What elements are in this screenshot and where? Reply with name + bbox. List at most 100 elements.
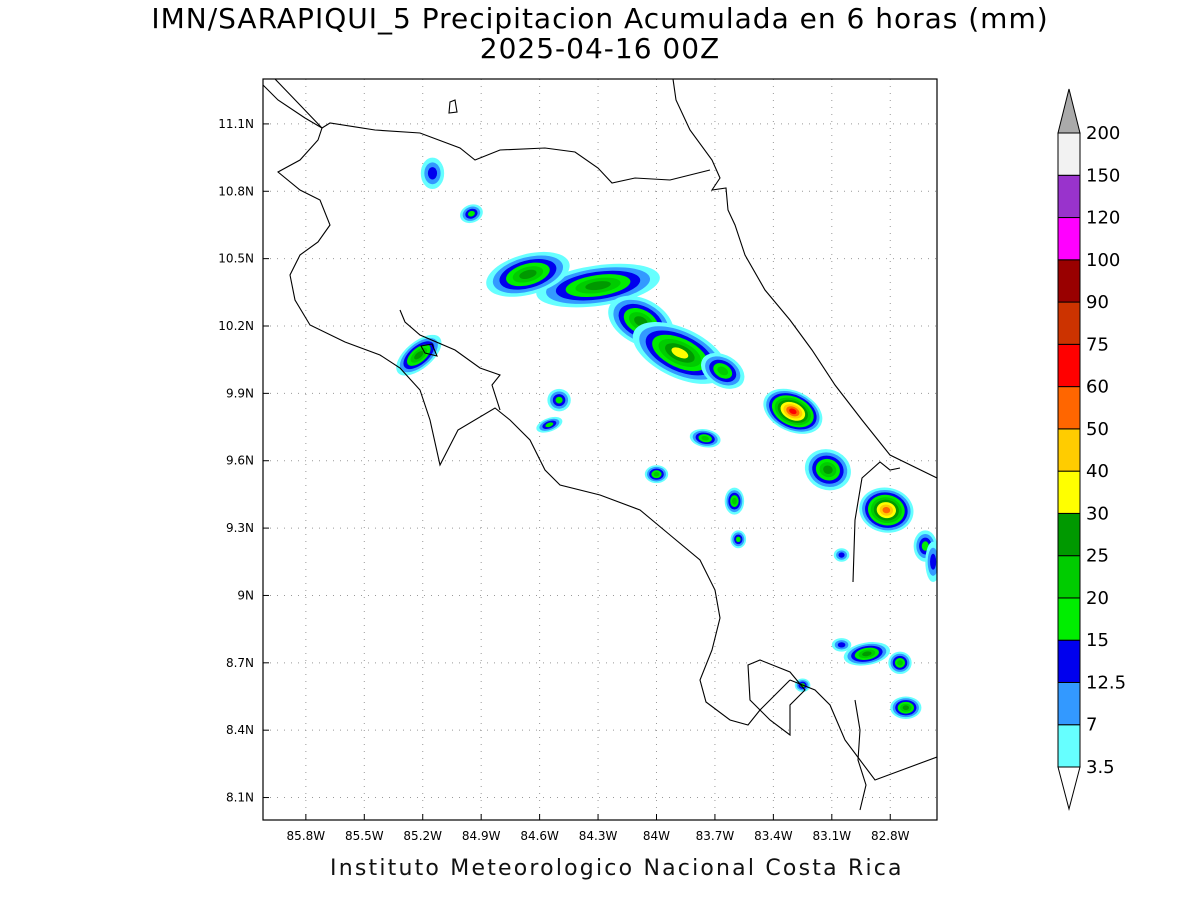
colorbar-swatch bbox=[1057, 428, 1081, 472]
precip-cell bbox=[420, 157, 445, 190]
colorbar-label: 25 bbox=[1086, 546, 1109, 567]
colorbar-swatch bbox=[1057, 555, 1081, 599]
golfito-coast bbox=[789, 679, 937, 781]
lat-tick-label: 8.4N bbox=[226, 723, 254, 737]
colorbar-swatch bbox=[1057, 724, 1081, 768]
osa-peninsula bbox=[747, 659, 806, 737]
colorbar-label: 40 bbox=[1086, 461, 1109, 482]
lat-tick-label: 9.9N bbox=[226, 386, 254, 400]
colorbar-swatch bbox=[1057, 301, 1081, 345]
nicaragua-coast-north bbox=[672, 79, 937, 479]
lon-tick-label: 84.6W bbox=[520, 829, 559, 843]
precip-contour bbox=[653, 471, 660, 477]
lon-tick-label: 85.5W bbox=[345, 829, 384, 843]
precip-cell bbox=[644, 465, 669, 484]
precip-contour bbox=[735, 536, 741, 543]
colorbar-swatch bbox=[1057, 259, 1081, 303]
pacific-coast-guanacaste bbox=[277, 127, 791, 726]
precip-cell bbox=[859, 487, 914, 533]
colorbar-swatch bbox=[1057, 343, 1081, 388]
precip-cell bbox=[890, 696, 922, 719]
colorbar-label: 75 bbox=[1086, 334, 1109, 355]
colorbar-label: 100 bbox=[1086, 250, 1120, 271]
lat-tick-label: 9.6N bbox=[226, 454, 254, 468]
precip-contour bbox=[897, 660, 903, 666]
colorbar-swatch bbox=[1057, 132, 1081, 176]
lon-tick-label: 83.7W bbox=[696, 829, 735, 843]
lat-tick-label: 8.7N bbox=[226, 656, 254, 670]
colorbar-label: 20 bbox=[1086, 588, 1109, 609]
precip-contour bbox=[701, 436, 709, 441]
precip-contour bbox=[585, 281, 611, 291]
map-valid-time: 2025-04-16 00Z bbox=[479, 32, 721, 65]
lon-tick-label: 84W bbox=[643, 829, 670, 843]
colorbar-label: 30 bbox=[1086, 503, 1109, 524]
precip-cell bbox=[689, 429, 721, 448]
precip-contour bbox=[555, 396, 563, 404]
nicaragua-coast-northwest bbox=[263, 84, 323, 129]
lat-tick-label: 10.2N bbox=[218, 319, 254, 333]
precip-cell bbox=[396, 334, 442, 376]
precip-cell bbox=[833, 548, 850, 562]
precip-cell bbox=[536, 416, 563, 433]
precip-contour bbox=[732, 497, 737, 505]
precip-contour bbox=[467, 210, 475, 217]
colorbar-swatch bbox=[1057, 174, 1081, 219]
nicaragua-border-line bbox=[274, 79, 711, 184]
panama-border bbox=[852, 461, 901, 583]
panama-border-south bbox=[854, 699, 867, 811]
colorbar-min-triangle bbox=[1057, 766, 1081, 811]
colorbar-label: 150 bbox=[1086, 165, 1120, 186]
precip-contour bbox=[427, 167, 438, 180]
precipitation-field bbox=[396, 157, 937, 719]
colorbar-swatch bbox=[1057, 470, 1081, 514]
precip-contour bbox=[717, 366, 729, 376]
lat-tick-label: 10.8N bbox=[218, 184, 254, 198]
precip-contour bbox=[921, 541, 929, 551]
precip-cell bbox=[730, 530, 747, 549]
precip-contour bbox=[414, 350, 424, 360]
map-title: IMN/SARAPIQUI_5 Precipitacion Acumulada … bbox=[151, 2, 1049, 35]
precip-cell bbox=[486, 251, 570, 297]
precip-contour bbox=[519, 269, 537, 279]
precip-cell bbox=[701, 352, 745, 389]
precip-cell bbox=[547, 388, 571, 412]
lon-tick-label: 83.1W bbox=[813, 829, 852, 843]
precip-cell bbox=[804, 449, 851, 491]
lon-tick-label: 83.4W bbox=[754, 829, 793, 843]
colorbar-swatch bbox=[1057, 512, 1081, 557]
coastline-borders bbox=[263, 79, 937, 811]
map-background bbox=[263, 79, 937, 820]
precip-contour bbox=[902, 705, 910, 711]
colorbar-label: 60 bbox=[1086, 377, 1109, 398]
precip-cell bbox=[925, 541, 937, 582]
precip-cell bbox=[460, 204, 483, 224]
lat-tick-label: 11.1N bbox=[218, 117, 254, 131]
precip-cell bbox=[724, 487, 745, 515]
lon-tick-label: 85.2W bbox=[403, 829, 442, 843]
map-area bbox=[262, 78, 938, 821]
lat-tick-label: 9.3N bbox=[226, 521, 254, 535]
colorbar-label: 12.5 bbox=[1086, 672, 1126, 693]
precip-cell bbox=[763, 388, 823, 434]
colorbar-label: 90 bbox=[1086, 292, 1109, 313]
colorbar-label: 200 bbox=[1086, 123, 1120, 144]
precip-cell bbox=[843, 642, 890, 666]
lon-tick-label: 85.8W bbox=[287, 829, 326, 843]
lat-tick-label: 10.5N bbox=[218, 252, 254, 266]
lake-island bbox=[448, 99, 458, 114]
lon-tick-label: 84.3W bbox=[579, 829, 618, 843]
precip-cell bbox=[888, 651, 912, 675]
precip-contour bbox=[789, 408, 797, 415]
map-gridlines bbox=[263, 79, 937, 820]
lat-tick-label: 9N bbox=[237, 588, 254, 602]
nicoya-gulf bbox=[399, 309, 501, 411]
gulf-island bbox=[420, 343, 438, 357]
lat-tick-label: 8.1N bbox=[226, 791, 254, 805]
longitude-axis: 85.8W 85.5W 85.2W 84.9W 84.6W 84.3W 84W 83.7W 83… bbox=[287, 814, 910, 843]
precip-contour bbox=[862, 651, 872, 657]
colorbar-swatch bbox=[1057, 639, 1081, 683]
precip-contour bbox=[823, 465, 833, 474]
colorbar-label: 7 bbox=[1086, 715, 1097, 736]
